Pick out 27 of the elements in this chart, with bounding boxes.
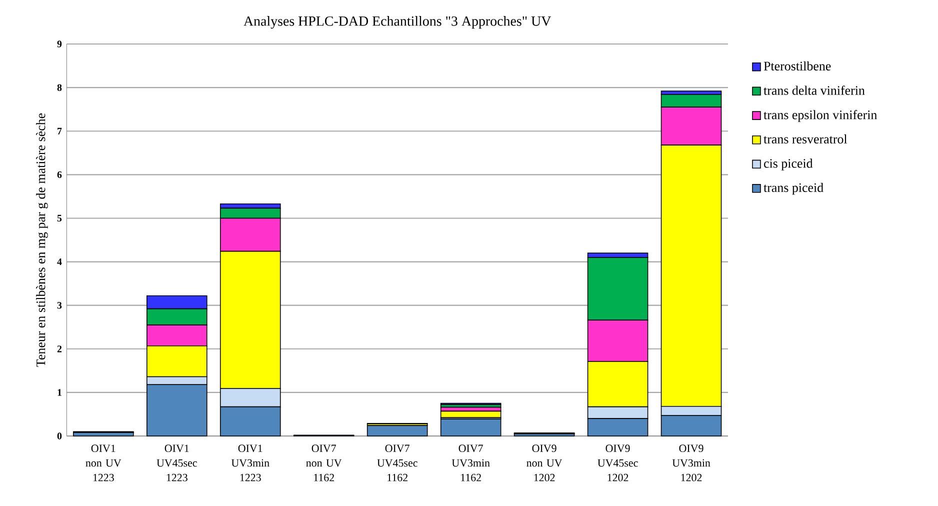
x-tick-label: OIV9 UV3min 1202 [672,444,710,482]
y-tick-label: 3 [57,302,62,309]
legend-label: Pterostilbene [764,61,831,70]
legend-label: trans resveratrol [764,134,848,144]
x-tick-label: OIV1 non UV 1223 [86,444,122,482]
y-tick-label: 1 [58,389,62,396]
legend-label: trans delta viniferin [764,86,865,95]
x-tick-label: OIV9 non UV 1202 [526,444,562,482]
legend-label: trans epsilon viniferin [764,110,878,122]
x-tick-label: OIV7 UV45sec 1162 [377,444,418,482]
legend-label: trans piceid [764,182,824,195]
chart-title: Analyses HPLC-DAD Echantillons "3 Approches" UV [244,16,552,29]
y-tick-label: 9 [57,40,62,48]
x-tick-label: OIV1 UV3min 1223 [231,444,270,482]
y-tick-label: 6 [57,171,62,178]
legend-label: cis piceid [764,158,813,170]
x-tick-label: OIV1 UV45sec 1223 [156,444,197,482]
y-tick-label: 8 [57,84,62,91]
y-tick-label: 2 [57,346,62,352]
x-tick-label: OIV7 non UV 1162 [306,444,342,482]
y-tick-label: 5 [57,214,62,222]
x-tick-label: OIV9 UV45sec 1202 [598,444,638,482]
y-tick-label: 7 [58,128,62,134]
y-tick-label: 4 [57,258,62,266]
y-tick-label: 0 [57,432,62,440]
x-tick-label: OIV7 UV3min 1162 [452,444,490,482]
y-axis-title: Teneur en stilbènes en mg par g de matière sèche [36,113,48,367]
